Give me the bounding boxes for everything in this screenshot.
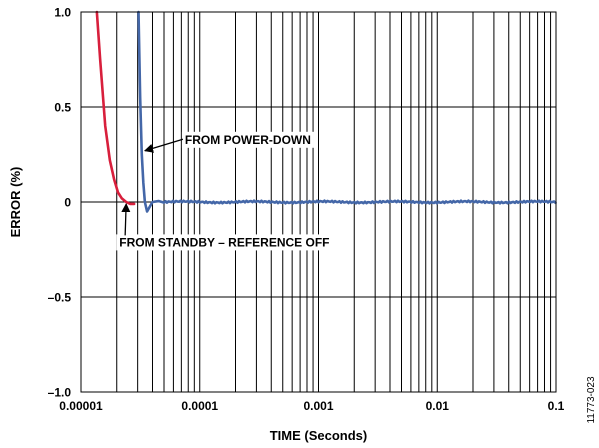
annotation-background bbox=[181, 131, 314, 148]
x-tick-labels: 0.00001 0.0001 0.001 0.01 0.1 bbox=[59, 399, 564, 413]
x-tick-label: 0.001 bbox=[303, 399, 333, 413]
series-line-2 bbox=[137, 10, 557, 213]
y-axis-label: ERROR (%) bbox=[8, 167, 23, 238]
y-tick-label: 1.0 bbox=[54, 6, 71, 20]
annotation-arrow bbox=[143, 138, 184, 153]
y-tick-label: –0.5 bbox=[48, 291, 72, 305]
y-tick-label: 0.5 bbox=[54, 101, 71, 115]
x-axis-label: TIME (Seconds) bbox=[270, 428, 368, 443]
x-tick-label: 0.01 bbox=[426, 399, 450, 413]
plot-frame bbox=[80, 11, 557, 393]
y-tick-labels: 1.0 0.5 0 –0.5 –1.0 bbox=[48, 6, 72, 400]
x-tick-label: 0.00001 bbox=[59, 399, 103, 413]
y-tick-label: –1.0 bbox=[48, 386, 72, 400]
x-tick-label: 0.1 bbox=[548, 399, 565, 413]
annotation-label: FROM STANDBY – REFERENCE OFF bbox=[119, 235, 329, 249]
annotation-arrow bbox=[121, 202, 131, 236]
annotation-background bbox=[116, 234, 333, 251]
x-tick-label: 0.0001 bbox=[181, 399, 218, 413]
y-tick-label: 0 bbox=[64, 196, 71, 210]
series-group bbox=[95, 10, 557, 213]
figure-id: 11773-023 bbox=[586, 376, 597, 424]
series-line-1 bbox=[95, 10, 136, 206]
annotation-label: FROM POWER-DOWN bbox=[185, 133, 311, 147]
annotations: FROM POWER-DOWN FROM STANDBY – REFERENCE … bbox=[116, 131, 333, 251]
